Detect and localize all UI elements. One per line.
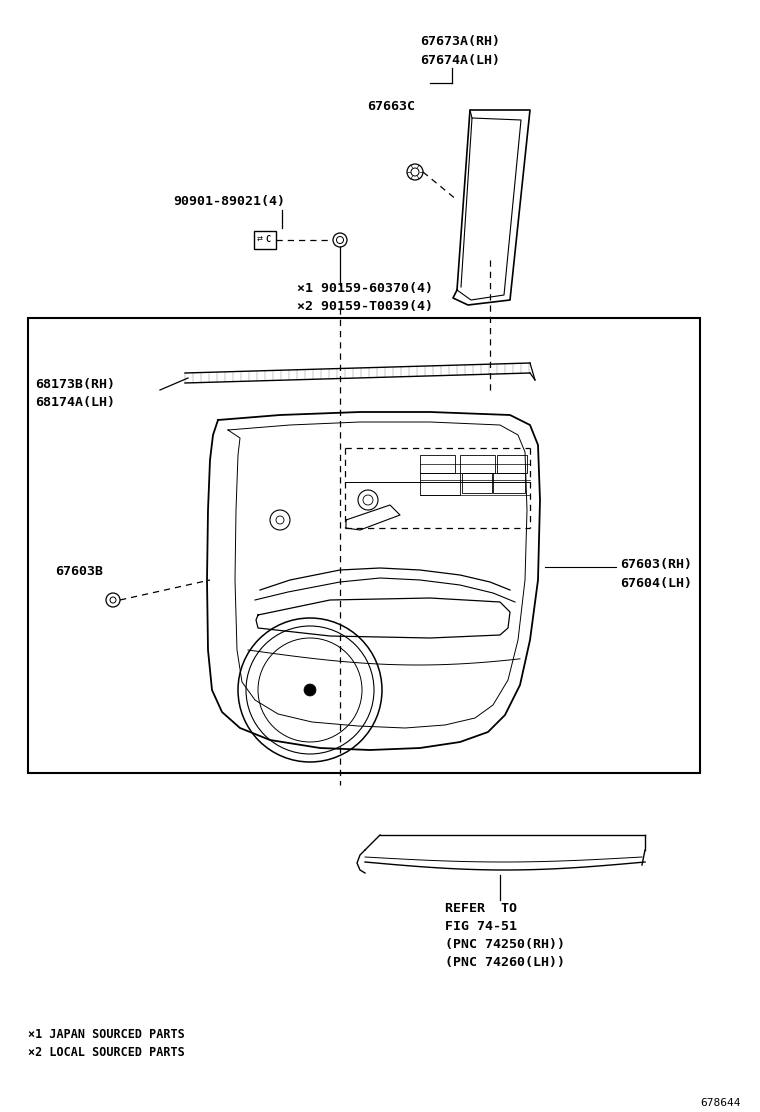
Text: REFER  TO: REFER TO xyxy=(445,902,517,915)
Bar xyxy=(420,455,455,473)
Bar xyxy=(462,473,492,493)
Text: 67673A(RH): 67673A(RH) xyxy=(420,34,500,48)
Bar xyxy=(28,318,700,773)
Text: 67604(LH): 67604(LH) xyxy=(620,577,692,590)
Text: ×1 JAPAN SOURCED PARTS: ×1 JAPAN SOURCED PARTS xyxy=(28,1027,185,1041)
Bar xyxy=(460,455,495,473)
Text: 68174A(LH): 68174A(LH) xyxy=(35,396,115,409)
Text: 67603(RH): 67603(RH) xyxy=(620,558,692,570)
Text: 67603B: 67603B xyxy=(55,565,103,578)
Text: ⇄: ⇄ xyxy=(257,237,263,244)
Text: ×1 90159-60370(4): ×1 90159-60370(4) xyxy=(297,282,433,295)
Circle shape xyxy=(304,684,316,696)
Text: (PNC 74250(RH)): (PNC 74250(RH)) xyxy=(445,939,565,951)
Text: (PNC 74260(LH)): (PNC 74260(LH)) xyxy=(445,956,565,969)
Text: ×2 LOCAL SOURCED PARTS: ×2 LOCAL SOURCED PARTS xyxy=(28,1046,185,1059)
Text: 68173B(RH): 68173B(RH) xyxy=(35,378,115,391)
Text: 678644: 678644 xyxy=(700,1098,740,1108)
Text: 67674A(LH): 67674A(LH) xyxy=(420,54,500,67)
Text: 67663C: 67663C xyxy=(367,100,415,113)
Text: ×2 90159-T0039(4): ×2 90159-T0039(4) xyxy=(297,300,433,312)
Text: C: C xyxy=(265,236,271,245)
Bar xyxy=(493,473,525,493)
Bar xyxy=(497,455,527,473)
Text: FIG 74-51: FIG 74-51 xyxy=(445,920,517,933)
Bar xyxy=(420,473,460,495)
Text: 90901-89021(4): 90901-89021(4) xyxy=(173,195,285,208)
